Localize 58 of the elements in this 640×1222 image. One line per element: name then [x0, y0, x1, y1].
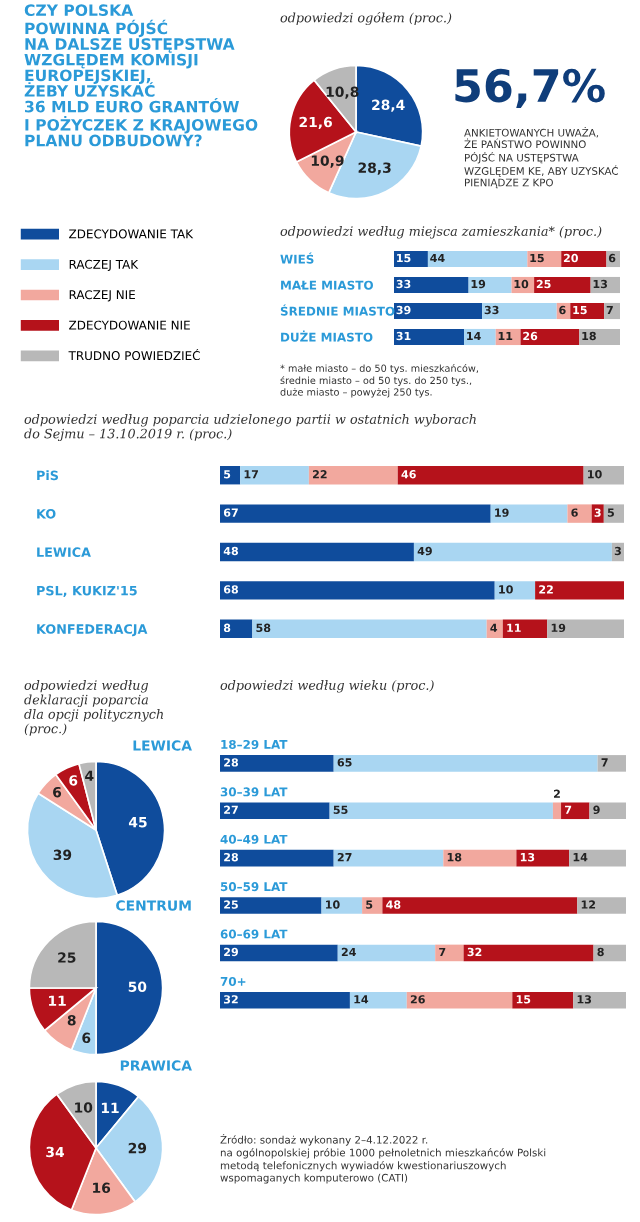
- bar: [579, 328, 620, 346]
- bar: [337, 944, 436, 962]
- bar: [220, 849, 334, 867]
- bar: [552, 802, 562, 820]
- bar: [443, 849, 517, 867]
- bar: [520, 328, 580, 346]
- bar: [577, 897, 626, 914]
- bar: [569, 849, 626, 867]
- bar: [394, 302, 483, 320]
- bar: [535, 581, 624, 600]
- bar: [512, 992, 574, 1009]
- bar: [494, 581, 536, 600]
- text: 56,7%: [455, 68, 605, 109]
- bar: [220, 992, 350, 1009]
- bar: [349, 992, 407, 1009]
- bar: [534, 276, 591, 294]
- bar: [394, 328, 465, 346]
- bar: [567, 504, 592, 523]
- bar: [589, 802, 626, 820]
- bar: [502, 619, 548, 639]
- bar: [321, 897, 363, 914]
- bar: [603, 504, 624, 523]
- bar: [220, 619, 253, 639]
- bar: [547, 619, 624, 639]
- bar: [427, 250, 528, 268]
- bar: [220, 581, 495, 600]
- bar: [570, 302, 605, 320]
- bar: [516, 849, 570, 867]
- bar: [308, 465, 398, 485]
- bar: [252, 619, 487, 639]
- bar: [333, 755, 598, 772]
- bar: [220, 944, 338, 962]
- bar: [329, 802, 553, 820]
- bar: [463, 944, 594, 962]
- bar: [220, 897, 322, 914]
- bar: [394, 250, 428, 268]
- bar: [435, 944, 464, 962]
- bar: [220, 802, 330, 820]
- bar: [490, 504, 568, 523]
- bar: [468, 276, 512, 294]
- bar: [561, 802, 590, 820]
- bar: [573, 992, 626, 1009]
- bar: [413, 542, 612, 562]
- bar: [220, 542, 414, 562]
- bar: [333, 849, 444, 867]
- bar: [240, 465, 309, 485]
- bar: [220, 504, 491, 523]
- bar: [482, 302, 557, 320]
- bar: [604, 302, 620, 320]
- bar: [397, 465, 584, 485]
- bar: [527, 250, 562, 268]
- bar: [394, 276, 469, 294]
- bar: [382, 897, 578, 914]
- bar: [561, 250, 607, 268]
- bar: [597, 755, 626, 772]
- bar: [220, 755, 334, 772]
- bar: [406, 992, 513, 1009]
- bar: [362, 897, 383, 914]
